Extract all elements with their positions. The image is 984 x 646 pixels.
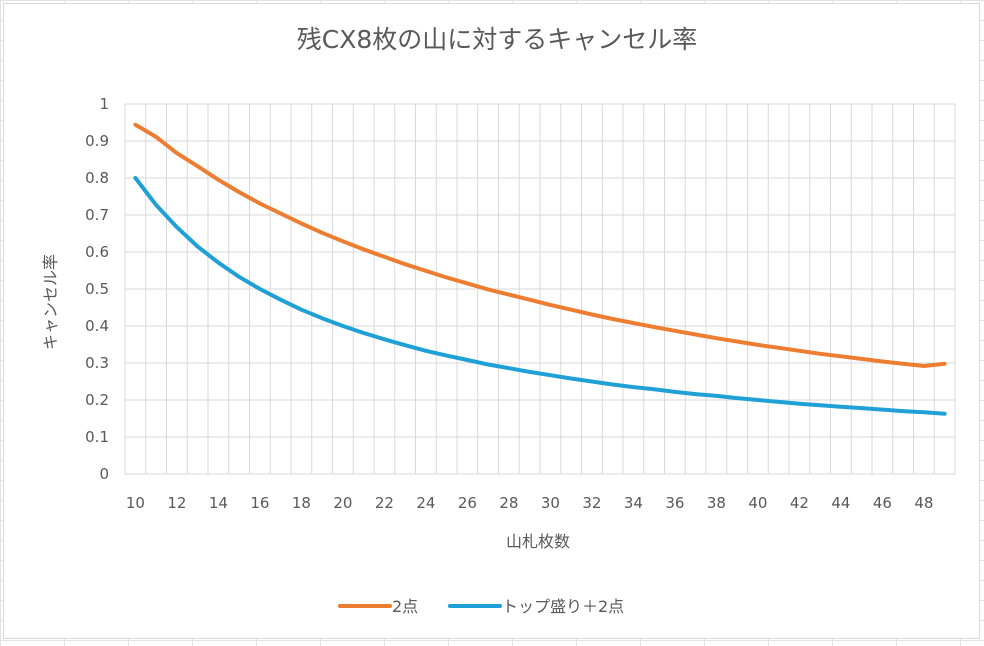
x-tick-label: 22 bbox=[375, 494, 394, 512]
x-axis-ticks: 10 12 14 16 18 20 22 24 26 28 30 32 34 36 38 40 42 44 46 48 bbox=[126, 494, 934, 512]
x-tick-label: 46 bbox=[873, 494, 892, 512]
gridlines bbox=[124, 103, 956, 475]
y-tick-label: 0.6 bbox=[85, 243, 109, 261]
x-tick-label: 30 bbox=[541, 494, 560, 512]
legend[interactable]: 2点 トップ盛り＋2点 bbox=[338, 597, 624, 616]
x-tick-label: 18 bbox=[292, 494, 311, 512]
x-tick-label: 32 bbox=[582, 494, 601, 512]
y-axis-label: キャンセル率 bbox=[41, 254, 60, 350]
y-tick-label: 0.9 bbox=[85, 132, 109, 150]
series-line-2[interactable] bbox=[133, 176, 947, 416]
x-tick-label: 28 bbox=[499, 494, 518, 512]
x-tick-label: 14 bbox=[209, 494, 228, 512]
y-tick-label: 0.5 bbox=[85, 280, 109, 298]
x-tick-label: 26 bbox=[458, 494, 477, 512]
line-chart: 残CX8枚の山に対するキャンセル率 0 0.1 0.2 0.3 0.4 0.5 0.6 0.7… bbox=[41, 25, 956, 616]
y-tick-label: 0.7 bbox=[85, 206, 109, 224]
x-tick-label: 42 bbox=[790, 494, 809, 512]
y-tick-label: 0.2 bbox=[85, 391, 109, 409]
x-tick-label: 24 bbox=[416, 494, 435, 512]
x-tick-label: 10 bbox=[126, 494, 145, 512]
legend-item-2[interactable]: トップ盛り＋2点 bbox=[448, 597, 624, 616]
chart-title: 残CX8枚の山に対するキャンセル率 bbox=[297, 25, 698, 54]
x-tick-label: 34 bbox=[624, 494, 643, 512]
x-tick-label: 38 bbox=[707, 494, 726, 512]
x-axis-label: 山札枚数 bbox=[506, 532, 570, 551]
x-tick-label: 20 bbox=[333, 494, 352, 512]
x-tick-label: 48 bbox=[914, 494, 933, 512]
x-tick-label: 16 bbox=[250, 494, 269, 512]
y-tick-label: 0 bbox=[99, 465, 109, 483]
legend-item-1[interactable]: 2点 bbox=[338, 597, 418, 616]
y-axis-ticks: 0 0.1 0.2 0.3 0.4 0.5 0.6 0.7 0.8 0.9 1 bbox=[85, 95, 109, 483]
x-tick-label: 36 bbox=[665, 494, 684, 512]
series-lines bbox=[133, 122, 947, 416]
legend-label: トップ盛り＋2点 bbox=[502, 597, 624, 616]
x-tick-label: 40 bbox=[748, 494, 767, 512]
y-tick-label: 0.8 bbox=[85, 169, 109, 187]
y-tick-label: 0.1 bbox=[85, 428, 109, 446]
x-tick-label: 44 bbox=[831, 494, 850, 512]
y-tick-label: 0.4 bbox=[85, 317, 109, 335]
series-line-1[interactable] bbox=[133, 122, 947, 368]
legend-label: 2点 bbox=[392, 597, 418, 616]
x-tick-label: 12 bbox=[167, 494, 186, 512]
y-tick-label: 0.3 bbox=[85, 354, 109, 372]
y-tick-label: 1 bbox=[99, 95, 109, 113]
chart-area[interactable]: 残CX8枚の山に対するキャンセル率 0 0.1 0.2 0.3 0.4 0.5 0.6 0.7… bbox=[3, 3, 980, 639]
